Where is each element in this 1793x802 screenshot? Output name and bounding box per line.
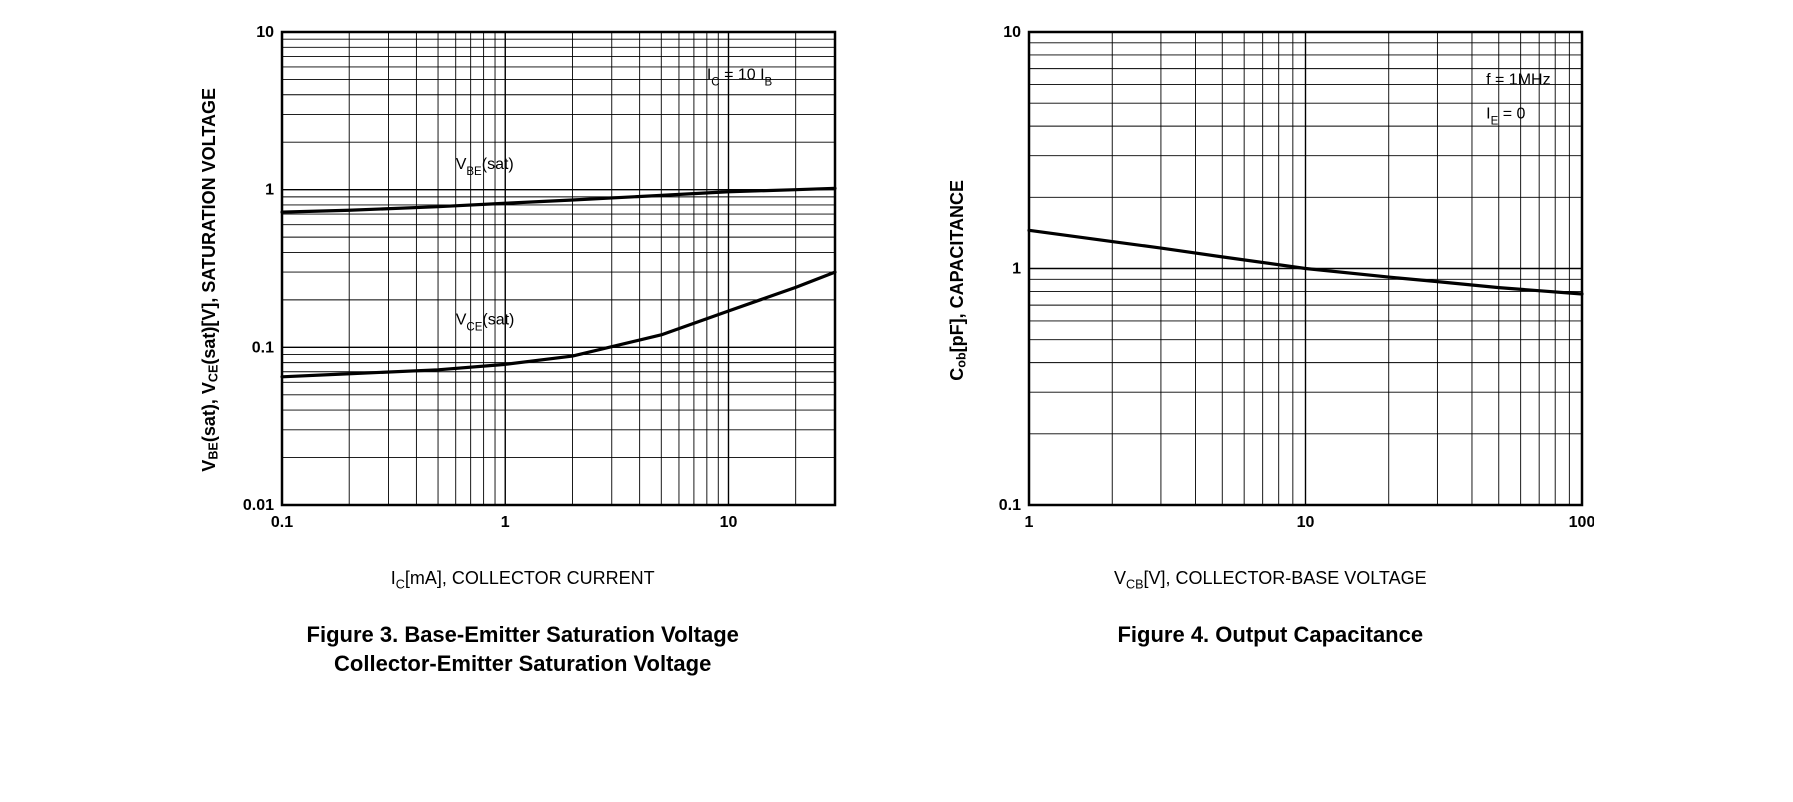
figure-3-xlabel: IC[mA], COLLECTOR CURRENT	[391, 568, 655, 592]
svg-text:1: 1	[265, 182, 274, 199]
figure-4-xlabel: VCB[V], COLLECTOR-BASE VOLTAGE	[1114, 568, 1427, 592]
page: VBE(sat), VCE(sat)[V], SATURATION VOLTAG…	[20, 20, 1773, 679]
svg-text:0.1: 0.1	[251, 339, 273, 356]
svg-text:1: 1	[500, 514, 509, 531]
figure-3-caption-line1: Figure 3. Base-Emitter Saturation Voltag…	[307, 622, 739, 647]
svg-text:0.1: 0.1	[999, 497, 1021, 514]
svg-text:1: 1	[1025, 514, 1034, 531]
figure-4-chart-row: Cob[pF], CAPACITANCE 1101000.1110f = 1MH…	[947, 20, 1595, 540]
figure-3-panel: VBE(sat), VCE(sat)[V], SATURATION VOLTAG…	[199, 20, 847, 679]
svg-text:10: 10	[1003, 24, 1021, 41]
figure-3-caption-line2: Collector-Emitter Saturation Voltage	[334, 651, 711, 676]
figure-3-chart: 0.11100.010.1110IC = 10 IBVBE(sat)VCE(sa…	[227, 20, 847, 540]
figure-3-ylabel: VBE(sat), VCE(sat)[V], SATURATION VOLTAG…	[199, 88, 221, 472]
svg-text:100: 100	[1569, 514, 1594, 531]
figure-4-chart: 1101000.1110f = 1MHzIE = 0	[974, 20, 1594, 540]
svg-text:10: 10	[1297, 514, 1315, 531]
svg-text:IC = 10 IB: IC = 10 IB	[706, 66, 772, 88]
figure-4-caption: Figure 4. Output Capacitance	[1117, 620, 1423, 650]
svg-text:1: 1	[1012, 261, 1021, 278]
figure-4-panel: Cob[pF], CAPACITANCE 1101000.1110f = 1MH…	[947, 20, 1595, 649]
svg-text:10: 10	[256, 24, 274, 41]
figure-3-caption: Figure 3. Base-Emitter Saturation Voltag…	[307, 620, 739, 679]
figure-3-chart-row: VBE(sat), VCE(sat)[V], SATURATION VOLTAG…	[199, 20, 847, 540]
svg-text:IE = 0: IE = 0	[1486, 106, 1525, 128]
svg-text:0.1: 0.1	[270, 514, 292, 531]
figure-4-ylabel: Cob[pF], CAPACITANCE	[947, 180, 969, 381]
svg-text:10: 10	[719, 514, 737, 531]
svg-text:f = 1MHz: f = 1MHz	[1486, 71, 1550, 88]
svg-text:0.01: 0.01	[242, 497, 273, 514]
